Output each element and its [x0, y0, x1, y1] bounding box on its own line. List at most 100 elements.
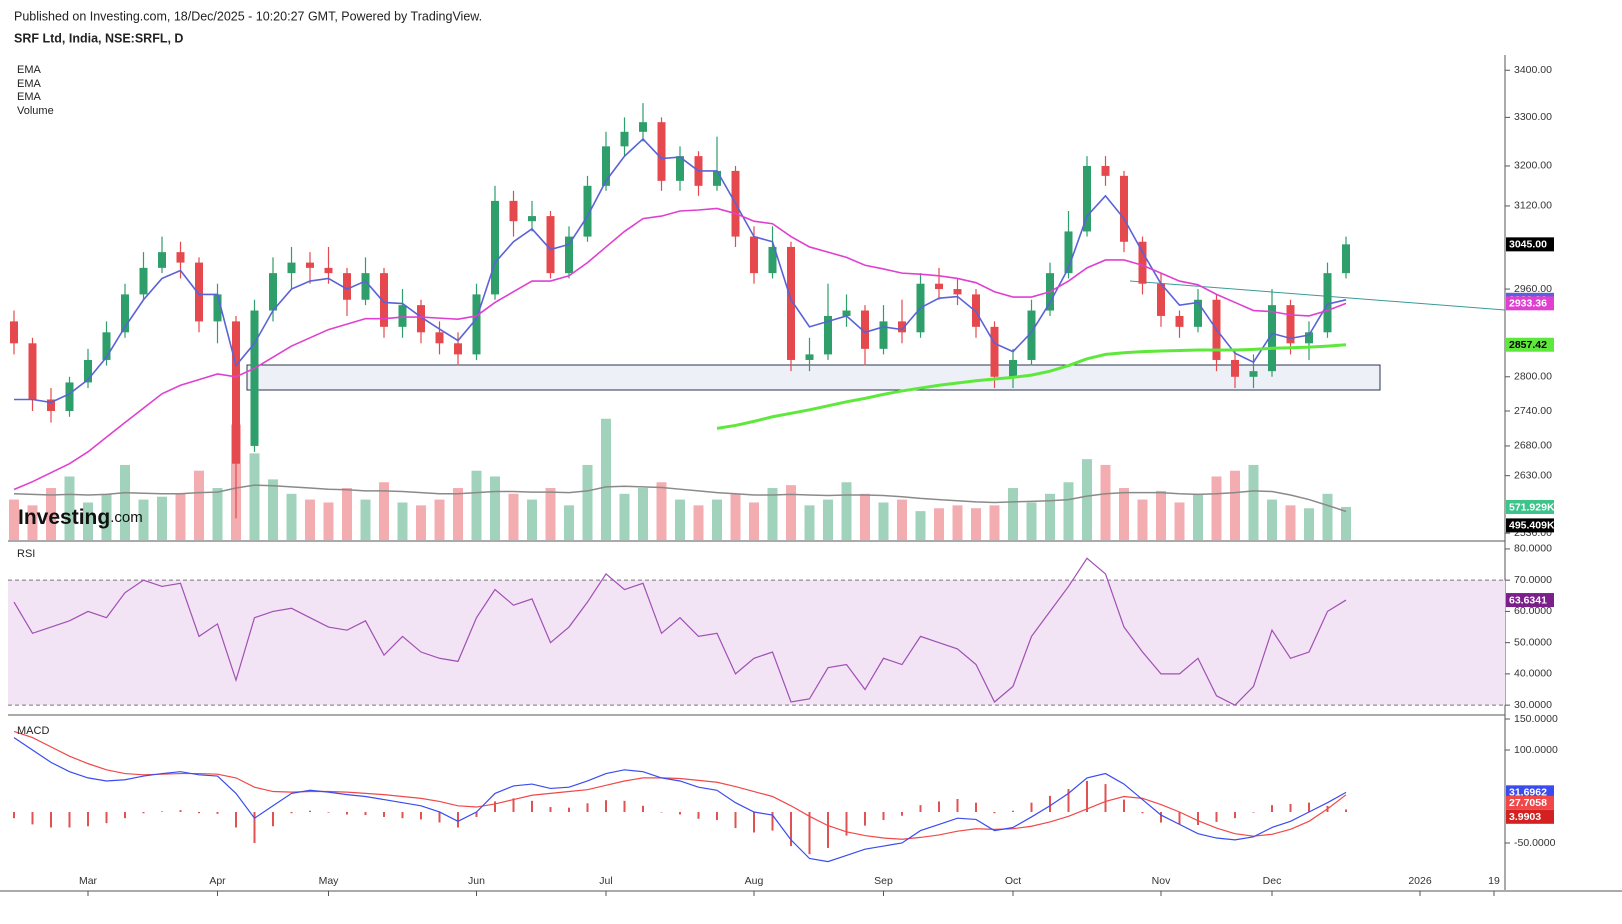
candle-body	[1231, 359, 1239, 377]
histogram-bar	[87, 811, 89, 827]
candle-body	[213, 294, 222, 322]
x-tick-label: Sep	[874, 875, 893, 887]
histogram-bar	[975, 802, 977, 812]
histogram-bar	[827, 811, 829, 848]
histogram-bar	[1141, 811, 1144, 814]
histogram-bar	[142, 811, 145, 814]
histogram-bar	[697, 811, 700, 819]
candle-body	[676, 156, 684, 181]
histogram-bar	[586, 803, 589, 812]
volume-bar	[619, 493, 630, 540]
symbol-title: SRF Ltd, India, NSE:SRFL, D	[14, 31, 183, 45]
volume-bar	[490, 476, 500, 540]
histogram-bar	[383, 811, 385, 817]
volume-bar	[823, 499, 833, 540]
candle-body	[10, 321, 18, 344]
candle-body	[1305, 332, 1313, 344]
volume-bar	[212, 488, 223, 540]
y-tick-label: 2680.00	[1514, 440, 1552, 452]
histogram-bar	[1308, 802, 1310, 812]
volume-bar	[83, 502, 93, 540]
volume-bar	[1082, 459, 1092, 540]
histogram-bar	[568, 807, 570, 812]
price-tag	[1506, 296, 1554, 311]
candle-body	[1249, 371, 1258, 377]
volume-bar	[286, 493, 297, 540]
price-tag-label: 2933.36	[1509, 298, 1547, 310]
histogram-bar	[1178, 811, 1181, 825]
x-tick-label: Oct	[1005, 875, 1021, 887]
x-tick-label: 2026	[1408, 875, 1432, 887]
y-tick-label: 100.0000	[1514, 744, 1558, 756]
candle-body	[1157, 283, 1165, 316]
histogram-bar	[1345, 809, 1347, 812]
histogram-bar	[475, 811, 478, 817]
series-line	[13, 557, 1347, 706]
volume-bar	[120, 464, 130, 540]
candle-body	[306, 262, 314, 268]
y-tick-label: 2800.00	[1514, 371, 1552, 383]
volume-bar	[860, 493, 870, 540]
candle-body	[990, 326, 999, 377]
watermark-brand: Investing	[18, 506, 110, 529]
volume-bar	[1230, 470, 1240, 540]
volume-bar	[434, 499, 445, 540]
histogram-bar	[364, 811, 367, 816]
histogram-bar	[919, 805, 922, 812]
price-tag	[1506, 809, 1554, 824]
candle-body	[546, 216, 555, 274]
candle-body	[1083, 165, 1091, 232]
histogram-bar	[1234, 811, 1236, 819]
candle-body	[158, 252, 166, 268]
candle-body	[1342, 244, 1350, 274]
histogram-bar	[882, 811, 885, 821]
candle-body	[1194, 299, 1202, 327]
candle-body	[102, 332, 111, 360]
series-line	[13, 730, 1347, 840]
histogram-bar	[753, 811, 755, 833]
candle-body	[935, 283, 943, 290]
candle-body	[472, 294, 481, 355]
price-tag-label: 63.6341	[1509, 594, 1547, 606]
series-line	[13, 737, 1347, 863]
volume-bar	[1008, 488, 1018, 540]
volume-bar	[471, 470, 482, 540]
x-tick-label: Jun	[468, 875, 485, 887]
rsi-band	[8, 580, 1505, 706]
x-tick-label: 19	[1488, 875, 1500, 887]
series-line	[716, 343, 1347, 430]
price-tag	[1506, 518, 1554, 533]
histogram-bar	[50, 811, 52, 828]
histogram-bar	[512, 798, 515, 812]
y-tick-label: 3300.00	[1514, 111, 1552, 123]
candle-body	[787, 246, 795, 360]
y-tick-label: 60.0000	[1514, 605, 1552, 617]
histogram-bar	[309, 810, 311, 812]
volume-bar	[157, 496, 167, 540]
legend-entry: EMA	[17, 64, 42, 76]
legend-entry: Volume	[17, 105, 54, 117]
volume-bar	[675, 499, 685, 540]
x-tick-label: Nov	[1152, 875, 1171, 887]
volume-bar	[804, 505, 815, 540]
x-tick-label: Jul	[599, 875, 612, 887]
price-tag	[1506, 499, 1554, 514]
histogram-bar	[1086, 780, 1088, 812]
price-tag-label: 495.409K	[1509, 520, 1555, 532]
histogram-bar	[1067, 789, 1070, 812]
volume-bar	[1304, 508, 1314, 540]
candle-body	[343, 273, 351, 300]
histogram-bar	[549, 807, 552, 812]
candle-body	[768, 246, 777, 274]
candle-body	[324, 267, 333, 274]
histogram-bar	[198, 811, 200, 814]
y-tick-label: 40.0000	[1514, 668, 1552, 680]
volume-bar	[712, 499, 722, 540]
volume-bar	[379, 482, 389, 540]
histogram-bar	[494, 801, 496, 812]
volume-bar	[268, 479, 278, 540]
y-tick-label: 3200.00	[1514, 160, 1552, 172]
volume-bar	[508, 493, 519, 540]
histogram-bar	[993, 811, 996, 814]
